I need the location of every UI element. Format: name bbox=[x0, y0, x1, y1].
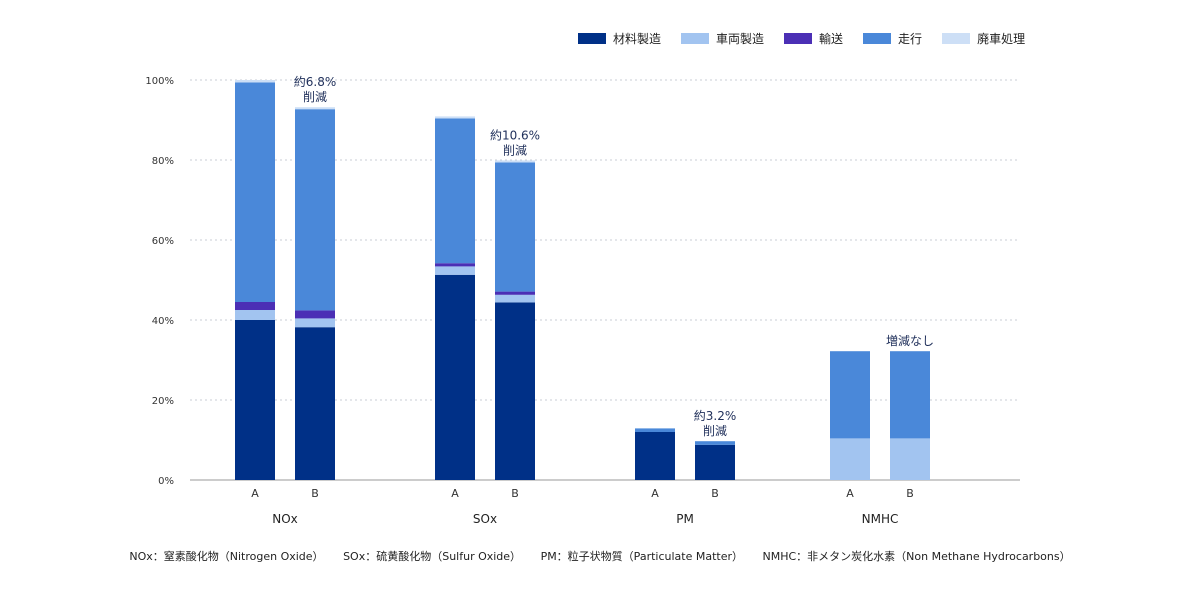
legend-label: 材料製造 bbox=[613, 32, 662, 46]
bar-segment-nox-b bbox=[295, 109, 335, 311]
x-tick-label: B bbox=[511, 487, 519, 500]
legend-item: 材料製造 bbox=[578, 30, 661, 47]
bar-segment-sox-b bbox=[495, 291, 535, 295]
x-tick-label: A bbox=[651, 487, 659, 500]
y-tick-label: 0% bbox=[158, 476, 174, 487]
legend-swatch bbox=[942, 33, 971, 44]
legend-item: 走行 bbox=[863, 30, 922, 47]
group-label: SOx bbox=[473, 512, 497, 526]
legend-swatch bbox=[863, 33, 892, 44]
bar-segment-nox-b bbox=[295, 310, 335, 319]
bar-segment-pm-a bbox=[635, 428, 675, 432]
x-tick-label: B bbox=[711, 487, 719, 500]
bar-segment-sox-a bbox=[435, 263, 475, 267]
bar-segment-sox-a bbox=[435, 116, 475, 119]
x-tick-label: B bbox=[906, 487, 914, 500]
bar-segment-nox-a bbox=[235, 320, 275, 480]
bar-segment-sox-b bbox=[495, 160, 535, 163]
y-tick-label: 20% bbox=[152, 396, 174, 407]
bar-segment-nmhc-b bbox=[890, 351, 930, 439]
legend-label: 廃車処理 bbox=[977, 32, 1026, 46]
footnote: NOx：窒素酸化物（Nitrogen Oxide） SOx：硫黄酸化物（Sulf… bbox=[0, 548, 1200, 564]
group-label: NOx bbox=[272, 512, 298, 526]
bar-segment-nmhc-b bbox=[890, 438, 930, 480]
legend-item: 輸送 bbox=[784, 30, 843, 47]
annotation-text: 削減 bbox=[303, 89, 327, 104]
bar-segment-sox-a bbox=[435, 274, 475, 480]
x-tick-label: A bbox=[846, 487, 854, 500]
footnote-sox: SOx：硫黄酸化物（Sulfur Oxide） bbox=[343, 550, 522, 563]
legend-swatch bbox=[578, 33, 606, 44]
y-tick-label: 100% bbox=[145, 76, 174, 87]
bar-segment-nox-a bbox=[235, 302, 275, 310]
annotation-text: 削減 bbox=[703, 423, 727, 438]
legend-swatch bbox=[784, 33, 813, 44]
legend-swatch bbox=[681, 33, 710, 44]
annotation-text: 約3.2% bbox=[694, 408, 737, 423]
legend-label: 輸送 bbox=[819, 32, 844, 46]
annotation-text: 約10.6% bbox=[490, 127, 540, 142]
bar-segment-nmhc-a bbox=[830, 438, 870, 480]
annotation-text: 削減 bbox=[503, 142, 527, 157]
y-tick-label: 60% bbox=[152, 236, 174, 247]
annotation-text: 約6.8% bbox=[294, 74, 337, 89]
group-label: NMHC bbox=[862, 512, 899, 526]
bar-segment-nox-b bbox=[295, 327, 335, 480]
bar-segment-pm-a bbox=[635, 432, 675, 480]
bar-segment-nox-b bbox=[295, 107, 335, 110]
legend-item: 車両製造 bbox=[681, 30, 764, 47]
bar-segment-nmhc-a bbox=[830, 351, 870, 439]
bar-segment-nox-b bbox=[295, 318, 335, 328]
x-tick-label: A bbox=[251, 487, 259, 500]
x-tick-label: B bbox=[311, 487, 319, 500]
legend-label: 車両製造 bbox=[716, 32, 765, 46]
bar-segment-sox-a bbox=[435, 266, 475, 275]
bar-segment-sox-b bbox=[495, 162, 535, 292]
bar-segment-nox-a bbox=[235, 80, 275, 83]
footnote-nox: NOx：窒素酸化物（Nitrogen Oxide） bbox=[129, 550, 324, 563]
bar-segment-sox-b bbox=[495, 294, 535, 303]
bar-segment-pm-b bbox=[695, 441, 735, 445]
y-tick-label: 40% bbox=[152, 316, 174, 327]
group-label: PM bbox=[676, 512, 694, 526]
footnote-nmhc: NMHC：非メタン炭化水素（Non Methane Hydrocarbons） bbox=[762, 550, 1071, 563]
bar-segment-nox-a bbox=[235, 82, 275, 303]
y-tick-label: 80% bbox=[152, 156, 174, 167]
legend-label: 走行 bbox=[898, 32, 923, 46]
annotation-text: 増減なし bbox=[886, 333, 934, 348]
bar-segment-nox-a bbox=[235, 310, 275, 320]
chart-legend: 材料製造 車両製造 輸送 走行 廃車処理 bbox=[578, 30, 1025, 47]
bar-segment-pm-b bbox=[695, 444, 735, 480]
x-tick-label: A bbox=[451, 487, 459, 500]
bar-segment-sox-b bbox=[495, 302, 535, 480]
legend-item: 廃車処理 bbox=[942, 30, 1025, 47]
footnote-pm: PM：粒子状物質（Particulate Matter） bbox=[540, 550, 743, 563]
bar-segment-sox-a bbox=[435, 118, 475, 264]
